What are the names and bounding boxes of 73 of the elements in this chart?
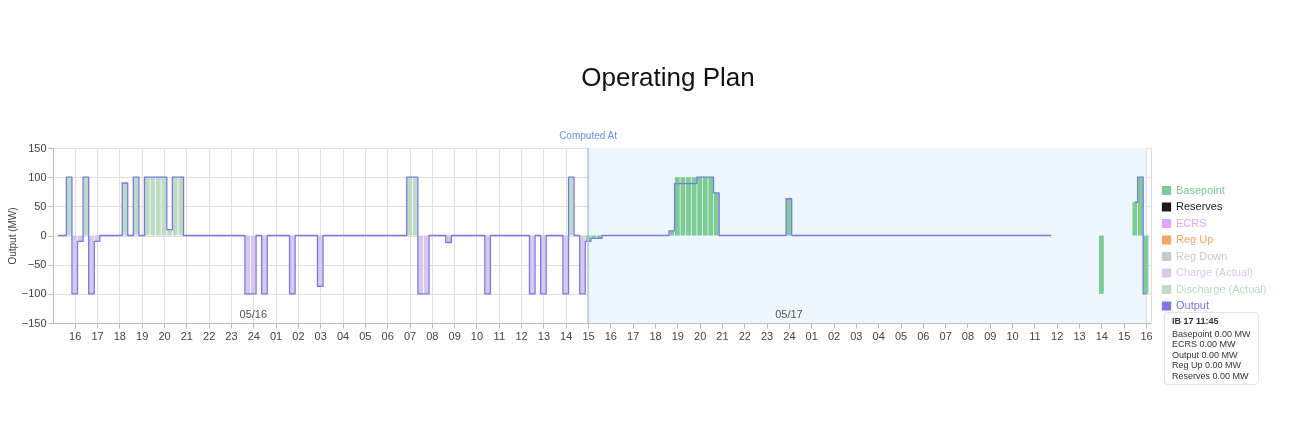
x-tick-label: 18	[113, 329, 126, 342]
text: ECRS 0.00 MW	[1172, 339, 1237, 350]
x-tick-label: 04	[872, 329, 885, 342]
y-tick-label: 0	[40, 229, 47, 241]
x-tick-label: 08	[961, 329, 975, 342]
x-tick-label: 04	[336, 329, 350, 342]
x-tick-label: 05	[894, 329, 908, 342]
x-tick-label: 16	[604, 329, 617, 342]
y-tick-label: 50	[34, 199, 47, 212]
legend-label: Output	[1176, 299, 1210, 311]
x-tick-label: 13	[1073, 329, 1086, 342]
x-tick-label: 22	[203, 329, 216, 342]
x-tick-label: 01	[269, 329, 283, 342]
text: IB 17 11:45	[1172, 316, 1220, 327]
x-tick-label: 10	[1006, 329, 1019, 342]
x-tick-label: 14	[560, 329, 573, 342]
x-tick-label: 24	[783, 329, 796, 342]
x-tick-label: 16	[1140, 329, 1153, 342]
x-tick-label: 11	[493, 329, 505, 342]
x-tick-label: 12	[1051, 329, 1064, 342]
legend-label: Reg Up	[1176, 233, 1214, 245]
x-tick-label: 18	[649, 329, 662, 342]
x-tick-label: 17	[627, 329, 640, 342]
y-tick-label: 100	[28, 170, 47, 183]
x-tick-label: 14	[1095, 329, 1108, 342]
annotation: 05/16	[239, 308, 268, 320]
text: Reg Up 0.00 MW	[1172, 360, 1243, 371]
x-tick-label: 16	[69, 329, 82, 342]
x-tick-label: 13	[537, 329, 551, 342]
x-tick-label: 07	[939, 329, 952, 342]
text: Basepoint 0.00 MW	[1172, 328, 1251, 339]
x-tick-label: 02	[292, 329, 305, 342]
x-tick-label: 03	[314, 329, 327, 342]
x-tick-label: 21	[180, 329, 193, 342]
text: Reserves 0.00 MW	[1172, 370, 1250, 381]
x-tick-label: 03	[850, 329, 863, 342]
legend-label: ECRS	[1176, 216, 1207, 229]
x-tick-label: 06	[917, 329, 930, 342]
x-tick-label: 20	[694, 329, 707, 342]
x-tick-label: 21	[716, 329, 729, 342]
legend-label: Reserves	[1176, 200, 1223, 212]
x-tick-label: 20	[158, 329, 171, 342]
x-tick-label: 19	[136, 329, 149, 342]
x-tick-label: 23	[225, 329, 238, 342]
x-tick-label: 05	[359, 329, 372, 342]
x-tick-label: 09	[984, 329, 997, 342]
y-axis-title: Output (MW)	[6, 207, 18, 265]
legend-label: Discharge (Actual)	[1176, 282, 1267, 295]
text: Output 0.00 MW	[1172, 349, 1239, 360]
x-tick-label: 22	[738, 329, 751, 342]
x-tick-label: 15	[1118, 329, 1131, 342]
y-tick-label: −100	[21, 287, 47, 300]
y-tick-label: −150	[21, 316, 47, 329]
y-tick-label: 150	[28, 141, 47, 154]
x-tick-label: 23	[760, 329, 774, 342]
x-tick-label: 19	[671, 329, 684, 342]
annotation: 05/17	[775, 308, 803, 320]
x-tick-label: 06	[381, 329, 394, 342]
x-tick-label: 24	[247, 329, 260, 342]
x-tick-label: 17	[91, 329, 104, 342]
x-tick-label: 11	[1029, 329, 1041, 342]
x-tick-label: 07	[403, 329, 417, 342]
y-tick-label: −50	[27, 258, 47, 271]
legend-label: Basepoint	[1176, 183, 1225, 196]
x-tick-label: 08	[426, 329, 439, 342]
x-tick-label: 15	[582, 329, 595, 342]
x-tick-label: 10	[470, 329, 484, 342]
ref-line-label: Computed At	[559, 130, 618, 141]
x-tick-label: 02	[827, 329, 841, 342]
x-tick-label: 09	[448, 329, 461, 342]
chart-title: Operating Plan	[581, 62, 755, 92]
x-tick-label: 12	[515, 329, 528, 342]
x-tick-label: 01	[805, 329, 818, 342]
